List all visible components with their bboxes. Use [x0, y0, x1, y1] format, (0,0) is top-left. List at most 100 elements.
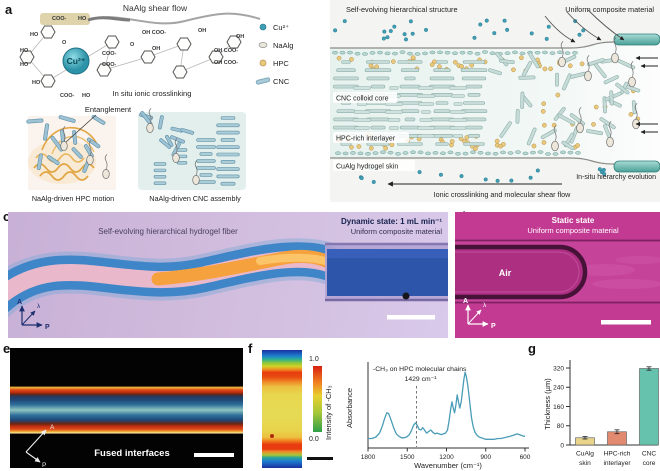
svg-text:0: 0: [560, 442, 564, 449]
svg-text:OH COO-: OH COO-: [214, 60, 238, 66]
svg-text:COO-: COO-: [52, 16, 67, 22]
polarizer-mark: P: [491, 323, 496, 330]
cualg-skin-label: CuAlg hydrogel skin: [336, 164, 398, 171]
fused-interfaces-caption: Fused interfaces: [94, 448, 170, 459]
svg-text:1200: 1200: [439, 454, 454, 461]
static-state-label: Static state: [552, 216, 595, 225]
b-topleft-label: Self-evolving hierarchical structure: [346, 5, 458, 14]
panel-f-label: f: [248, 341, 253, 356]
naalg-tears-right: [146, 107, 200, 185]
svg-text:OH COO-: OH COO-: [142, 30, 166, 36]
c-caption: Self-evolving hierarchical hydrogel fibe…: [98, 227, 238, 236]
crosslink-shear-caption: Ionic crosslinking and molecular shear f…: [434, 190, 571, 199]
birefringent-fiber: [10, 386, 243, 434]
hpc-chain-icon: [33, 163, 95, 173]
naalg-icon: [258, 42, 268, 48]
channel-wall-top: [330, 41, 615, 49]
svg-text:320: 320: [553, 365, 564, 372]
svg-text:1800: 1800: [361, 454, 376, 461]
svg-text:HO: HO: [82, 93, 91, 99]
annotation-label: 1429 cm⁻¹: [405, 376, 438, 383]
polarizer-mark: P: [45, 324, 50, 331]
panel-b-schematic: Self-evolving hierarchical structure Uni…: [330, 0, 660, 202]
channel-interior: [330, 42, 660, 164]
b-topright-label: Uniform composite material: [565, 5, 654, 14]
bar-category-labels: CuAlg skin HPC-rich interlayer CNC core: [576, 451, 656, 468]
naalg-shear-flow-label: NaAlg shear flow: [123, 3, 188, 13]
legend: Cu²⁺ NaAlg HPC CNC: [255, 23, 293, 86]
inlet-tube-top: [613, 33, 660, 46]
cnc-rods-left: [26, 114, 106, 173]
svg-text:HO: HO: [30, 32, 39, 38]
svg-text:COO-: COO-: [60, 93, 75, 99]
svg-text:HO: HO: [20, 62, 29, 68]
copper-ion-label: Cu²⁺: [67, 56, 86, 66]
scale-bar: [601, 320, 651, 325]
svg-text:OH COO-: OH COO-: [214, 48, 238, 54]
svg-text:OH: OH: [236, 34, 244, 40]
bars: [575, 366, 659, 446]
crosslinking-caption: In situ ionic crosslinking: [113, 89, 192, 98]
thickness-bar-chart: 0 80 160 240 320 CuAlg skin HPC-rich interlayer…: [543, 360, 659, 468]
svg-text:1500: 1500: [400, 454, 415, 461]
cu-icon: [259, 23, 267, 31]
cualg-skin-ovals: [332, 50, 581, 156]
alginate-ring-chain: [19, 25, 242, 88]
hpc-motion-caption: NaAlg-driven HPC motion: [32, 194, 114, 203]
colorbar-label: Intensity of -CH₃: [324, 385, 333, 440]
legend-cu-label: Cu²⁺: [273, 23, 289, 32]
panel-e-label: e: [3, 341, 11, 356]
hierarchy-evolution-label: In-situ hierarchy evolution: [576, 174, 656, 181]
highlight-region: [40, 13, 90, 25]
legend-cnc-label: CNC: [273, 77, 290, 86]
svg-text:240: 240: [553, 385, 564, 392]
panel-d-photo: Air Static state Uniform composite mater…: [455, 212, 660, 338]
channel-wall-bottom: [330, 157, 615, 165]
svg-text:OH: OH: [198, 28, 206, 34]
panel-e-photo: Fused interfaces A P: [10, 348, 243, 468]
spectrum-curve: [368, 371, 525, 440]
panel-e-overlay: Fused interfaces A P: [25, 424, 234, 468]
scale-bar: [194, 453, 234, 457]
spectrum-x-ticks: 1800 1500 1200 900 600: [361, 448, 531, 461]
spectrum-ylabel: Absorbance: [345, 388, 354, 428]
cnc-rods-right: [139, 111, 240, 186]
analyzer-mark: A: [463, 298, 468, 305]
waveplate-mark: λ: [37, 303, 41, 310]
hpc-interlayer-label: HPC-rich interlayer: [336, 136, 396, 143]
panel-g-label: g: [528, 341, 536, 356]
entanglement-leader-line: [65, 114, 97, 143]
scale-bar: [307, 457, 333, 460]
svg-text:600: 600: [520, 454, 531, 461]
panel-c-label: c: [3, 209, 11, 224]
molecular-group-labels: COO- HO HO O OH COO- OH COO- COO- HO HO OH OH COO- O…: [20, 16, 244, 99]
naalg-tears-left: [60, 125, 110, 179]
svg-text:O: O: [130, 42, 135, 48]
scale-bar: [387, 315, 435, 320]
cnc-icon: [255, 77, 271, 85]
bar-ylabel: Thickness (µm): [543, 378, 552, 430]
copper-ion: [62, 47, 90, 75]
rotated-axis-indicator: A P: [25, 424, 55, 468]
spectrum-title: -CH₃ on HPC molecular chains: [373, 366, 467, 373]
panel-c-overlay: Self-evolving hierarchical hydrogel fibe…: [8, 217, 448, 331]
hpc-icon: [259, 59, 267, 67]
legend-naalg-label: NaAlg: [273, 41, 293, 50]
polarizer-axis-indicator: A P λ: [463, 298, 496, 330]
polarizer-mark: P: [42, 462, 46, 468]
cnc-assembly-caption: NaAlg-driven CNC assembly: [149, 194, 241, 203]
svg-text:80: 80: [557, 423, 565, 430]
svg-text:O: O: [62, 40, 67, 46]
layer-labels: CNC colloid core HPC-rich interlayer CuA…: [333, 92, 415, 171]
panel-a-label: a: [5, 2, 13, 17]
svg-text:OH: OH: [152, 46, 160, 52]
colorbar: [313, 366, 322, 432]
svg-text:HO: HO: [32, 80, 41, 86]
colorbar-min: 0.0: [309, 436, 319, 443]
svg-text:COO-: COO-: [102, 62, 117, 68]
inlet-tube-bottom: [613, 160, 660, 173]
